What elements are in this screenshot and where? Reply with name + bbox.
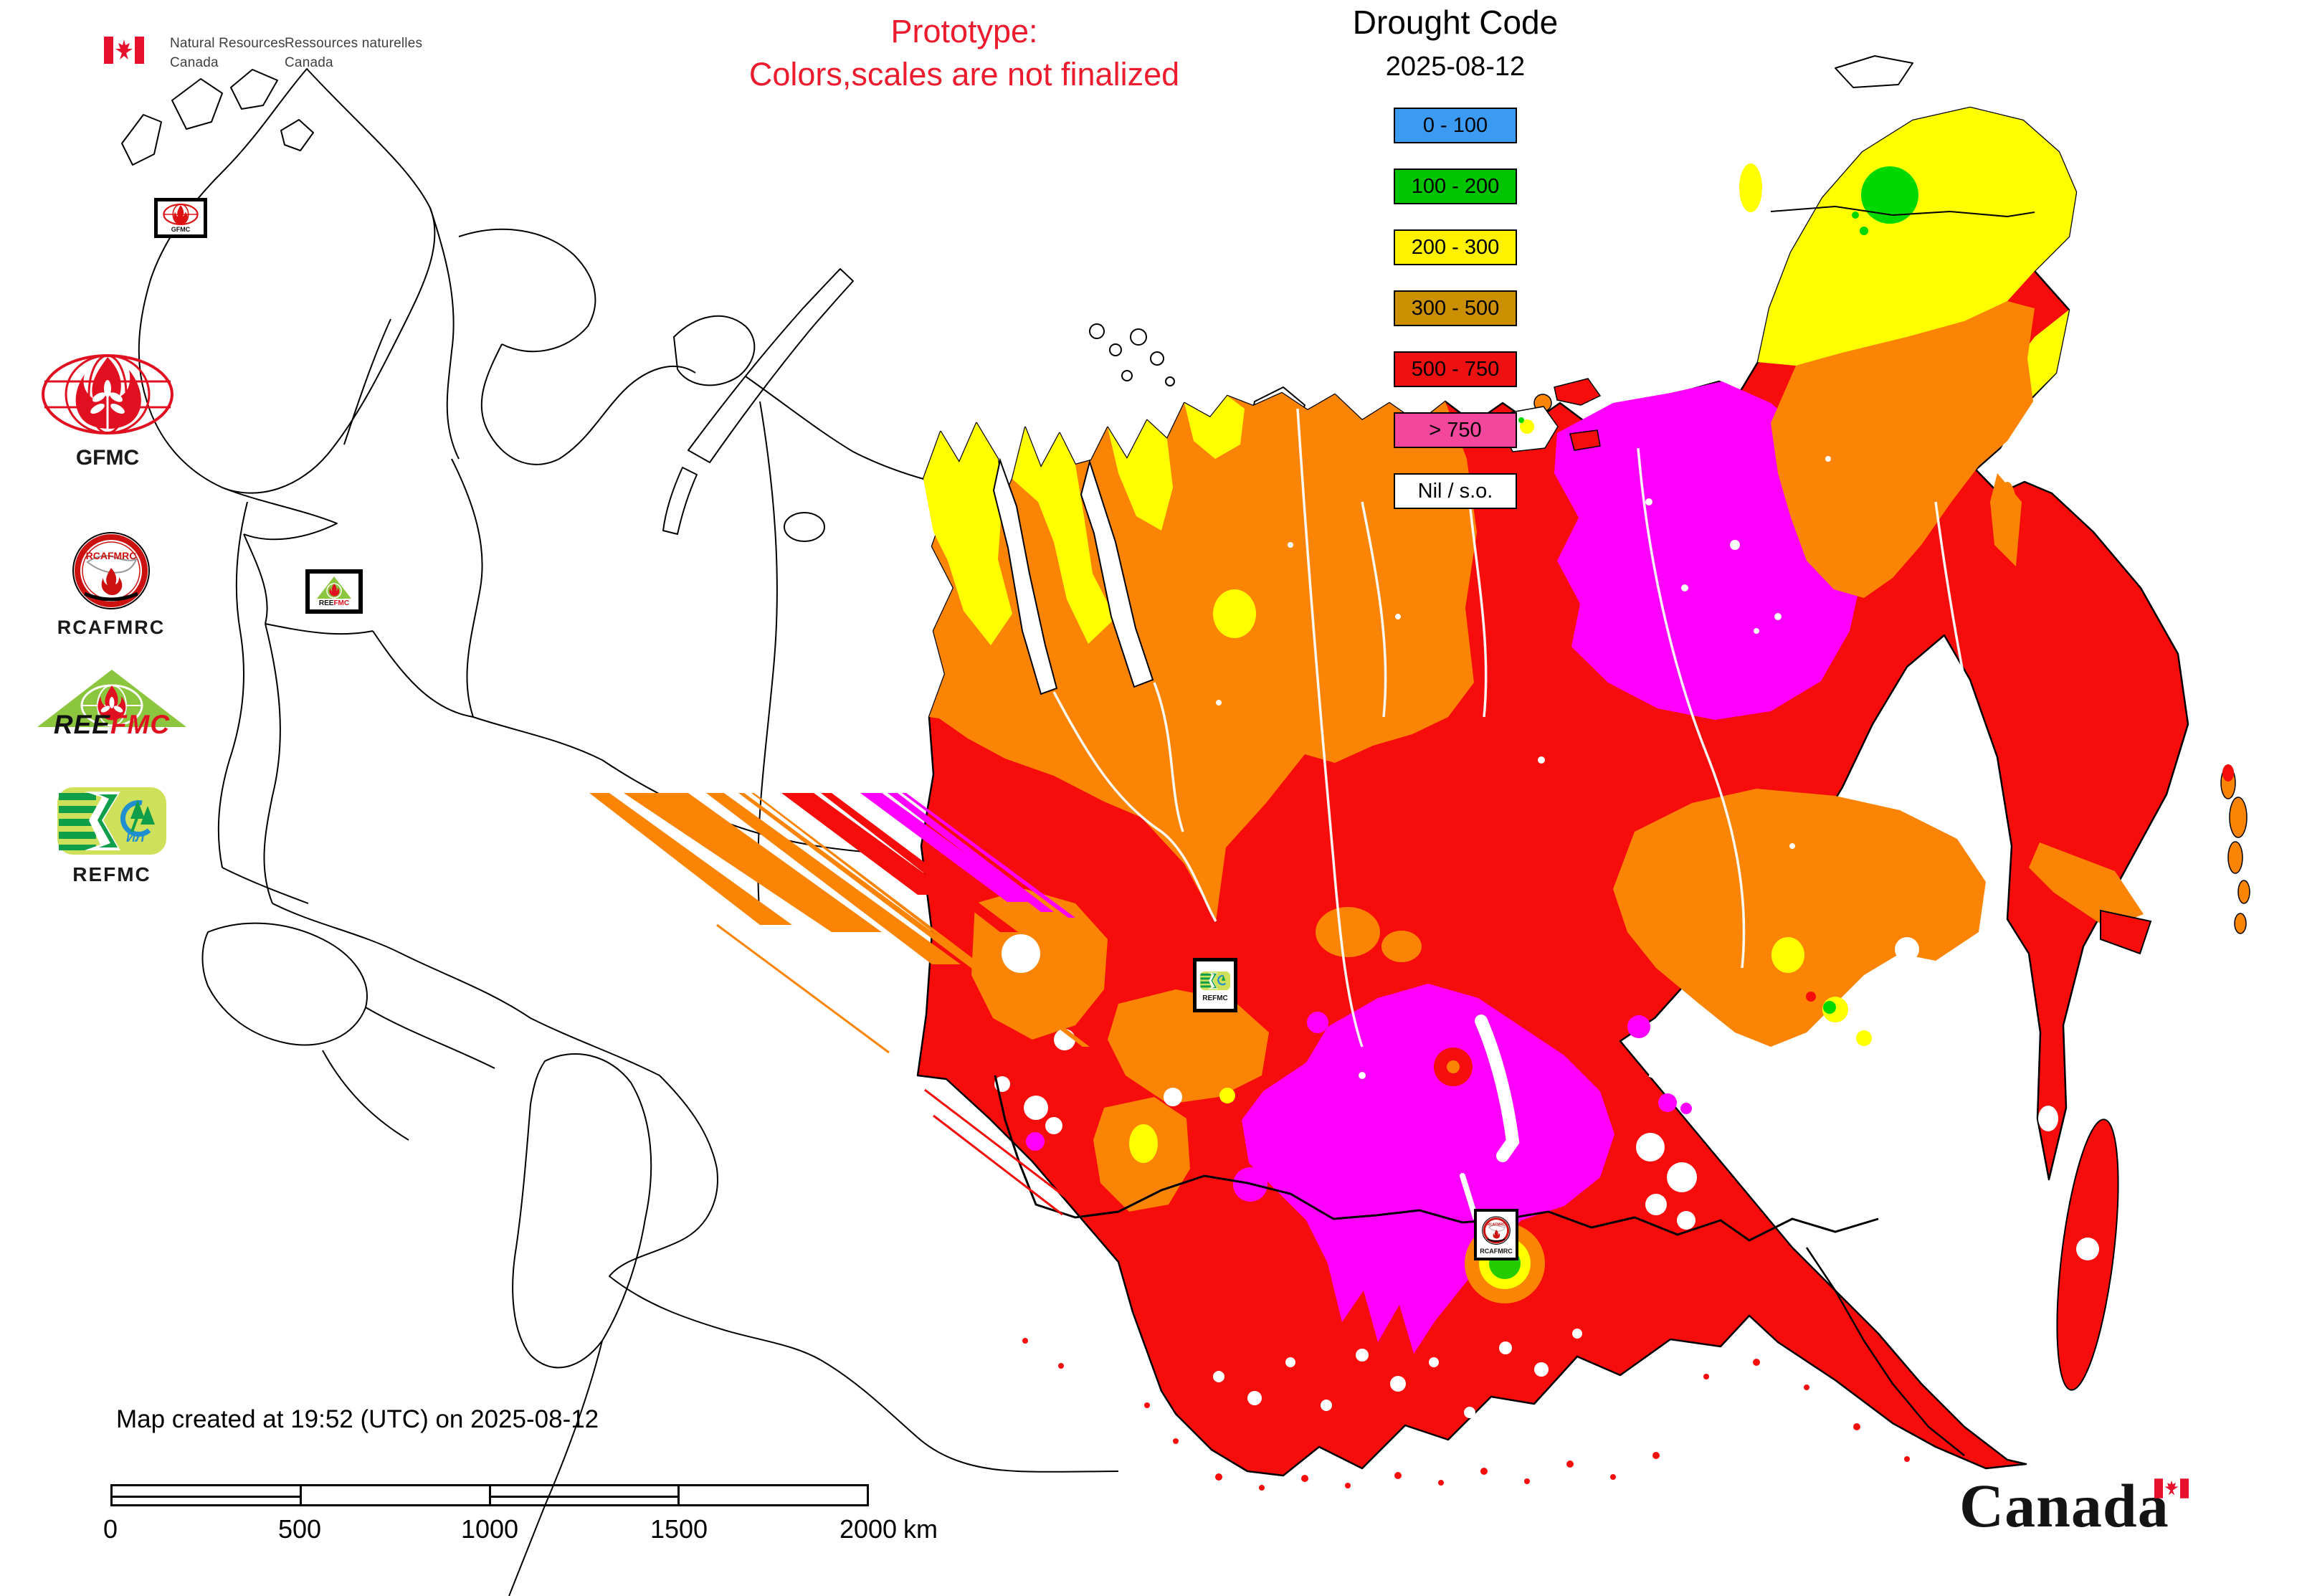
canada-wordmark-text: Canada (1959, 1471, 2169, 1540)
western-outlines (121, 55, 1913, 1596)
scale-tick-1000: 1000 (460, 1514, 519, 1544)
reefmc-logo: REEFMC (34, 668, 189, 747)
rcafmrc-logo-label: RCAFMRC (57, 617, 166, 638)
scale-tick-2000: 2000 (839, 1514, 898, 1544)
marker-refmc: REFMC (1193, 958, 1237, 1012)
legend-item-100-200: 100 - 200 (1394, 168, 1517, 204)
canada-wordmark: Canada (1959, 1470, 2232, 1556)
legend-item-label: 500 - 750 (1411, 357, 1500, 381)
gfmc-marker-icon (163, 203, 199, 225)
legend-item-300-500: 300 - 500 (1394, 290, 1517, 326)
legend-item-500-750: 500 - 750 (1394, 351, 1517, 387)
prototype-warning-line2: Colors,scales are not finalized (748, 56, 1180, 92)
legend: Drought Code 2025-08-12 0 - 100 100 - 20… (1333, 3, 1577, 509)
reefmc-logo-label: REEFMC (34, 710, 189, 740)
scale-segment (113, 1486, 302, 1504)
region-orange-amur (1613, 789, 1986, 1047)
nrcan-name-french: Ressources naturelles Canada (285, 36, 423, 70)
scale-segment (680, 1486, 867, 1504)
map-created-timestamp: Map created at 19:52 (UTC) on 2025-08-12 (116, 1405, 599, 1433)
reefmc-label-red: FMC (110, 710, 171, 739)
region-magenta-baikal (1242, 984, 1614, 1354)
prototype-warning-line1: Prototype: (890, 13, 1038, 49)
marker-gfmc: GFMC (154, 198, 207, 238)
southern-speckle (1022, 456, 1910, 1491)
nil-lake-dots (994, 498, 2058, 1230)
legend-item-over-750: > 750 (1394, 412, 1517, 448)
drought-data-regions (589, 106, 2250, 1491)
marker-rcafmrc-label: RCAFMRC (1480, 1247, 1513, 1255)
legend-title: Drought Code (1352, 4, 1559, 41)
canada-wordmark-flag-icon (2154, 1478, 2189, 1498)
refmc-logo-label: REFMC (72, 863, 151, 885)
legend-item-label: 0 - 100 (1422, 113, 1488, 137)
refmc-marker-icon (1200, 971, 1230, 990)
rcafmrc-logo: RCAFMRC RCAFMRC (43, 531, 179, 638)
marker-rcafmrc: RCAFMRC RCAFMRC (1474, 1209, 1518, 1260)
marker-reefmc: REEFMC (305, 569, 363, 614)
country-borders (994, 1075, 1965, 1456)
rcafmrc-inner-text: RCAFMRC (86, 550, 137, 561)
artifact-streaks (589, 793, 1118, 1216)
scale-tick-500: 500 (277, 1514, 322, 1544)
marker-reefmc-label: REEFMC (319, 600, 349, 607)
refmc-glyph-text: ИЛ (126, 830, 145, 845)
rivers (1052, 408, 1980, 1263)
marker-reefmc-red: FMC (333, 599, 350, 607)
region-green-chukotka (1861, 166, 1918, 224)
scale-tick-0: 0 (103, 1514, 118, 1544)
legend-item-label: 200 - 300 (1411, 235, 1500, 259)
refmc-logo: ИЛ REFMC (57, 787, 166, 888)
legend-item-label: Nil / s.o. (1417, 479, 1493, 503)
rcafmrc-emblem-icon: RCAFMRC (72, 532, 150, 609)
reefmc-marker-icon (317, 576, 351, 599)
legend-date: 2025-08-12 (1385, 52, 1526, 82)
legend-item-nil: Nil / s.o. (1394, 473, 1517, 509)
nrcan-name-english: Natural Resources Canada (170, 36, 285, 70)
marker-rcafmrc-inner-text: RCAFMRC (1487, 1222, 1506, 1227)
marker-reefmc-black: REE (318, 599, 334, 607)
nrcan-signature: Natural Resources Canada Ressources natu… (104, 32, 563, 82)
gfmc-logo: GFMC (37, 353, 178, 475)
scale-bar (110, 1484, 869, 1506)
prototype-warning: Prototype: Colors,scales are not finaliz… (645, 10, 1283, 96)
lake-baikal (1475, 1015, 1520, 1162)
legend-item-label: 300 - 500 (1411, 296, 1500, 320)
refmc-sigma-icon: ИЛ (57, 787, 166, 855)
gfmc-logo-label: GFMC (75, 446, 140, 470)
legend-item-200-300: 200 - 300 (1394, 229, 1517, 265)
reefmc-label-black: REE (53, 710, 110, 739)
legend-item-label: 100 - 200 (1411, 174, 1500, 198)
legend-item-label: > 750 (1429, 418, 1482, 442)
scale-unit: km (903, 1514, 938, 1544)
legend-item-0-100: 0 - 100 (1394, 108, 1517, 143)
reefmc-triangle-icon (37, 670, 186, 727)
rcafmrc-marker-icon: RCAFMRC (1482, 1215, 1511, 1245)
scale-segment (302, 1486, 491, 1504)
marker-refmc-label: REFMC (1202, 994, 1228, 1002)
marker-gfmc-label: GFMC (171, 225, 191, 233)
scale-tick-1500: 1500 (650, 1514, 708, 1544)
region-yellow-yamal (923, 396, 1256, 1163)
gfmc-globe-flame-icon (42, 354, 173, 434)
region-kurils (2220, 766, 2250, 934)
scale-segment (490, 1486, 680, 1504)
canada-flag-icon (104, 37, 144, 64)
